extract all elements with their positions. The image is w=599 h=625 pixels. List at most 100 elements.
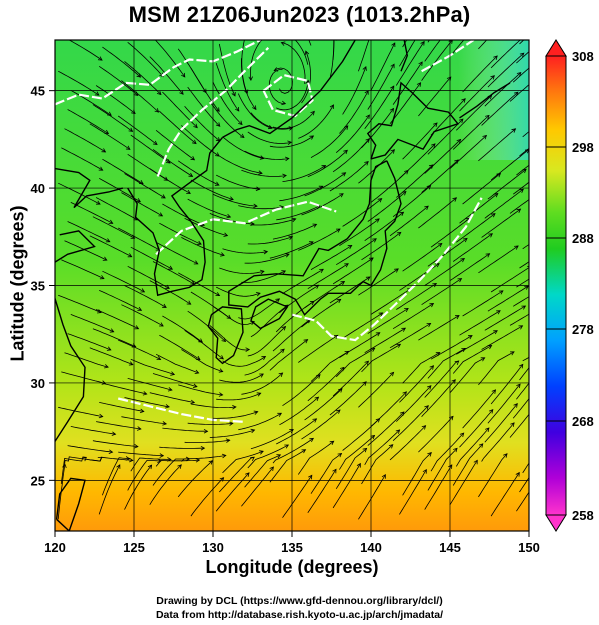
streamline-345 [335,40,337,41]
colorbar-tick-label-2: 288 [572,231,594,246]
streamline-211 [159,222,202,245]
streamline-arrow-299 [418,61,423,66]
streamline-arrow-20 [208,460,214,465]
streamline-46 [481,422,515,462]
streamline-arrow-190 [514,245,519,250]
streamline-arrow-196 [220,252,225,257]
streamline-208 [67,221,110,243]
streamline-arrow-61 [488,408,494,414]
streamline-arrow-217 [377,198,383,203]
streamline-48 [67,445,113,453]
streamline-133 [209,325,250,351]
streamline-71 [279,396,319,426]
streamline-250 [358,149,395,184]
streamline-60 [418,416,454,453]
streamline-54 [250,429,294,450]
streamline-arrow-302 [516,72,522,77]
streamline-arrow-269 [485,114,490,120]
streamline-261 [219,155,263,174]
streamline-229 [212,193,258,207]
streamline-284 [430,98,466,136]
streamline-3 [149,464,182,505]
streamline-67 [162,427,208,432]
streamline-8 [307,469,337,514]
streamline-281 [339,90,369,134]
streamline-arrow-7 [308,474,313,480]
streamline-arrow-141 [496,310,501,315]
x-tick-label-0: 120 [44,540,66,555]
streamline-121 [339,332,381,358]
streamline-128 [67,333,111,351]
streamline-62 [484,403,518,443]
streamline-arrow-117 [261,355,267,361]
streamline-235 [396,164,434,198]
streamline-290 [117,115,158,145]
streamline-arrow-64 [111,431,117,436]
streamline-5 [215,472,250,512]
streamline-182 [244,253,290,264]
streamline-68 [187,422,233,425]
streamline-55 [276,418,317,445]
streamline-187 [402,243,443,272]
streamline-259 [152,149,193,177]
streamline-arrow-97 [142,391,148,396]
streamline-256 [61,147,103,171]
streamline-arrow-245 [255,186,261,191]
streamline-arrow-9 [356,462,361,468]
streamline-53 [209,429,255,438]
streamline-arrow-80 [98,413,104,419]
coastline-shikoku [250,298,289,330]
colorbar-top-triangle [545,39,567,57]
streamline-arrow-113 [128,361,134,366]
streamline-92 [424,360,459,398]
streamline-177 [102,270,145,293]
streamline-arrow-244 [229,196,234,201]
coastline-kuril-1 [459,82,511,119]
streamline-28 [427,448,458,491]
streamline-321 [98,65,139,96]
streamline-arrow-22 [276,454,282,459]
streamline-317 [462,55,498,93]
streamline-arrow-46 [510,422,515,427]
y-tick-label-4: 45 [31,84,45,99]
streamline-arrow-261 [258,170,263,175]
streamline-148 [187,310,226,342]
streamline-arrow-15 [542,468,546,472]
streamline-arrow-12 [448,464,453,469]
streamline-25 [335,448,367,490]
streamline-arrow-11 [422,468,427,474]
streamline-98 [127,378,173,391]
streamline-arrow-45 [485,427,490,432]
x-tick-label-1: 125 [123,540,145,555]
streamline-70 [238,412,282,431]
streamline-arrow-172 [460,258,465,263]
map-title: MSM 21Z06Jun2023 (1013.2hPa) [128,2,471,27]
streamline-74 [370,391,407,427]
streamline-27 [402,452,432,496]
streamline-arrow-288 [104,129,110,135]
streamline-arrow-260 [214,181,220,186]
streamline-10 [358,474,386,520]
streamline-146 [121,304,164,327]
streamline-arrow-104 [344,350,350,355]
streamline-arrow-114 [170,371,176,376]
streamline-arrow-226 [158,212,164,217]
y-axis-label: Latitude (degrees) [7,205,28,362]
streamline-13 [449,460,478,505]
streamline-arrow-310 [267,124,273,130]
streamline-227 [162,203,205,226]
streamline-312 [281,42,306,84]
streamline-arrow-68 [228,421,234,426]
streamline-arrow-79 [541,378,545,382]
streamline-295 [276,80,309,111]
streamline-arrow-334 [523,34,527,38]
streamline-arrow-8 [332,468,337,474]
streamline-arrow-24 [337,452,343,458]
streamline-arrow-279 [310,110,315,116]
streamline-20 [177,460,213,498]
streamline-175 [516,278,529,288]
streamline-arrow-198 [288,235,294,240]
streamline-arrow-59 [424,405,429,410]
streamline-252 [424,139,461,174]
